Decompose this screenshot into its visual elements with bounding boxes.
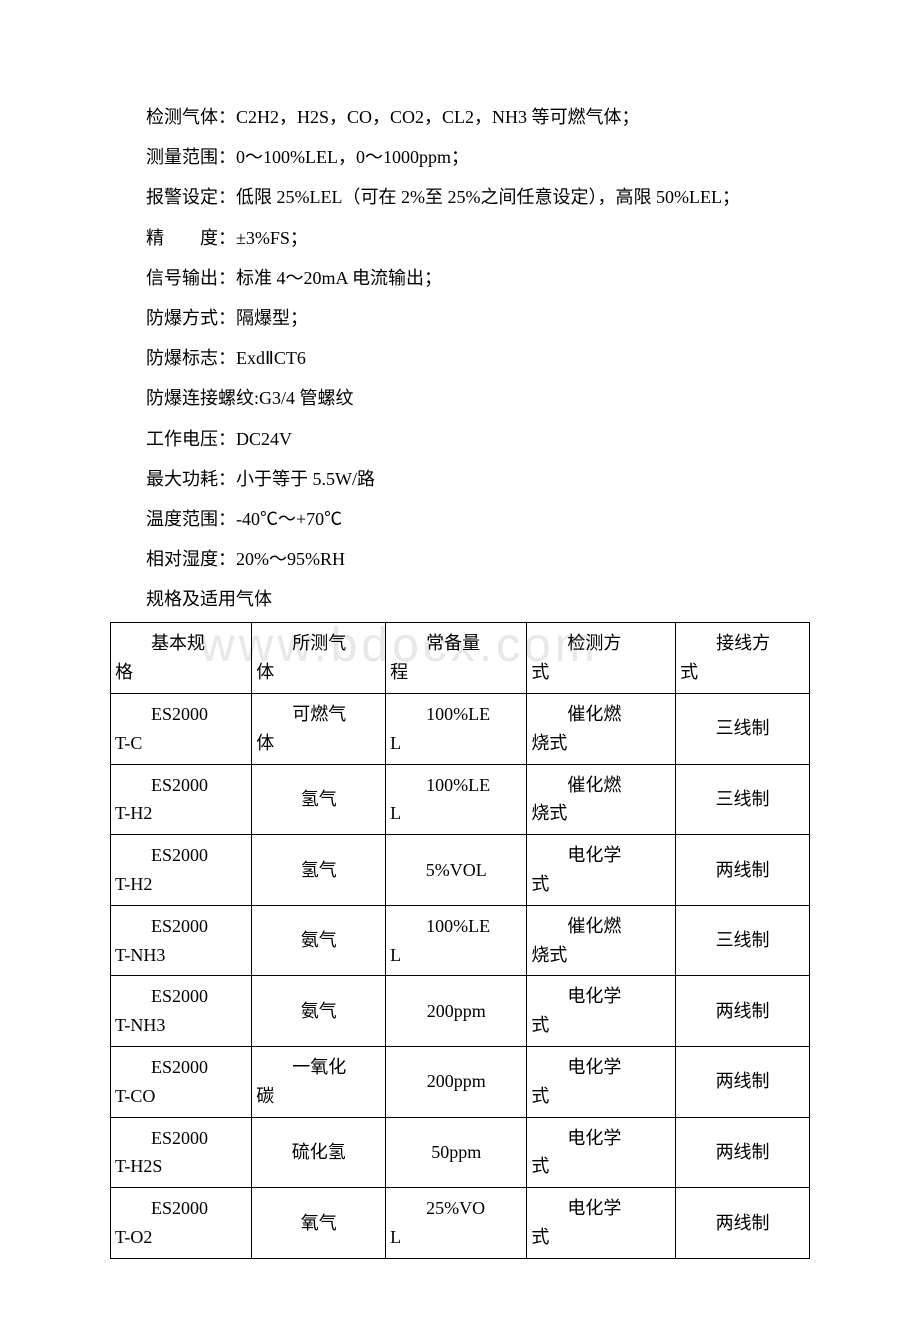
document-content: 检测气体：C2H2，H2S，CO，CO2，CL2，NH3 等可燃气体； 测量范围… — [110, 100, 810, 1259]
table-cell: ES2000T-H2 — [111, 764, 252, 835]
table-cell: ES2000T-NH3 — [111, 976, 252, 1047]
table-cell: 电化学式 — [527, 1188, 676, 1259]
spec-line: 防爆标志：ExdⅡCT6 — [110, 341, 810, 375]
table-cell: 两线制 — [676, 1188, 810, 1259]
spec-line: 报警设定：低限 25%LEL（可在 2%至 25%之间任意设定），高限 50%L… — [110, 180, 810, 214]
table-row: ES2000T-CO 一氧化碳 200ppm 电化学式 两线制 — [111, 1047, 810, 1118]
spec-line: 规格及适用气体 — [110, 582, 810, 616]
table-cell: 催化燃烧式 — [527, 764, 676, 835]
table-row: ES2000T-H2 氢气 100%LEL 催化燃烧式 三线制 — [111, 764, 810, 835]
table-cell: 可燃气体 — [252, 694, 386, 765]
table-cell: ES2000T-NH3 — [111, 905, 252, 976]
table-row: ES2000T-O2 氧气 25%VOL 电化学式 两线制 — [111, 1188, 810, 1259]
table-cell: 200ppm — [386, 1047, 527, 1118]
table-cell: 硫化氢 — [252, 1117, 386, 1188]
table-cell: 氨气 — [252, 905, 386, 976]
table-row: ES2000T-H2 氢气 5%VOL 电化学式 两线制 — [111, 835, 810, 906]
table-cell: 催化燃烧式 — [527, 905, 676, 976]
table-header-cell: 所测气体 — [252, 623, 386, 694]
table-header-cell: 接线方式 — [676, 623, 810, 694]
table-cell: 氢气 — [252, 835, 386, 906]
table-cell: 200ppm — [386, 976, 527, 1047]
table-row: ES2000T-NH3 氨气 100%LEL 催化燃烧式 三线制 — [111, 905, 810, 976]
table-cell: ES2000T-O2 — [111, 1188, 252, 1259]
table-cell: 氧气 — [252, 1188, 386, 1259]
table-cell: ES2000T-H2S — [111, 1117, 252, 1188]
table-cell: 电化学式 — [527, 1117, 676, 1188]
table-cell: 两线制 — [676, 976, 810, 1047]
table-cell: 两线制 — [676, 1117, 810, 1188]
table-cell: 氨气 — [252, 976, 386, 1047]
spec-line: 防爆连接螺纹:G3/4 管螺纹 — [110, 381, 810, 415]
table-cell: 5%VOL — [386, 835, 527, 906]
table-cell: 25%VOL — [386, 1188, 527, 1259]
table-cell: 50ppm — [386, 1117, 527, 1188]
table-cell: 三线制 — [676, 764, 810, 835]
table-cell: 催化燃烧式 — [527, 694, 676, 765]
table-cell: 两线制 — [676, 835, 810, 906]
spec-line: 测量范围：0～100%LEL，0～1000ppm； — [110, 140, 810, 174]
table-header-row: 基本规格 所测气体 常备量程 检测方式 接线方式 — [111, 623, 810, 694]
table-header-cell: 基本规格 — [111, 623, 252, 694]
spec-line: 信号输出：标准 4～20mA 电流输出； — [110, 261, 810, 295]
table-cell: ES2000T-CO — [111, 1047, 252, 1118]
spec-line: 工作电压：DC24V — [110, 422, 810, 456]
spec-line: 最大功耗：小于等于 5.5W/路 — [110, 462, 810, 496]
table-row: ES2000T-C 可燃气体 100%LEL 催化燃烧式 三线制 — [111, 694, 810, 765]
table-cell: 电化学式 — [527, 976, 676, 1047]
spec-line: 防爆方式：隔爆型； — [110, 301, 810, 335]
table-cell: 两线制 — [676, 1047, 810, 1118]
table-row: ES2000T-NH3 氨气 200ppm 电化学式 两线制 — [111, 976, 810, 1047]
table-cell: ES2000T-C — [111, 694, 252, 765]
table-header-cell: 检测方式 — [527, 623, 676, 694]
table-cell: 100%LEL — [386, 905, 527, 976]
table-cell: 100%LEL — [386, 694, 527, 765]
table-cell: 电化学式 — [527, 835, 676, 906]
table-cell: ES2000T-H2 — [111, 835, 252, 906]
table-cell: 一氧化碳 — [252, 1047, 386, 1118]
table-cell: 三线制 — [676, 694, 810, 765]
spec-line: 检测气体：C2H2，H2S，CO，CO2，CL2，NH3 等可燃气体； — [110, 100, 810, 134]
specification-table: 基本规格 所测气体 常备量程 检测方式 接线方式 ES2000T-C 可燃气体 … — [110, 622, 810, 1258]
spec-line: 相对湿度：20%～95%RH — [110, 542, 810, 576]
spec-line: 精 度：±3%FS； — [110, 221, 810, 255]
table-cell: 100%LEL — [386, 764, 527, 835]
table-cell: 三线制 — [676, 905, 810, 976]
table-row: ES2000T-H2S 硫化氢 50ppm 电化学式 两线制 — [111, 1117, 810, 1188]
table-cell: 氢气 — [252, 764, 386, 835]
table-cell: 电化学式 — [527, 1047, 676, 1118]
spec-line: 温度范围：-40℃～+70℃ — [110, 502, 810, 536]
table-header-cell: 常备量程 — [386, 623, 527, 694]
